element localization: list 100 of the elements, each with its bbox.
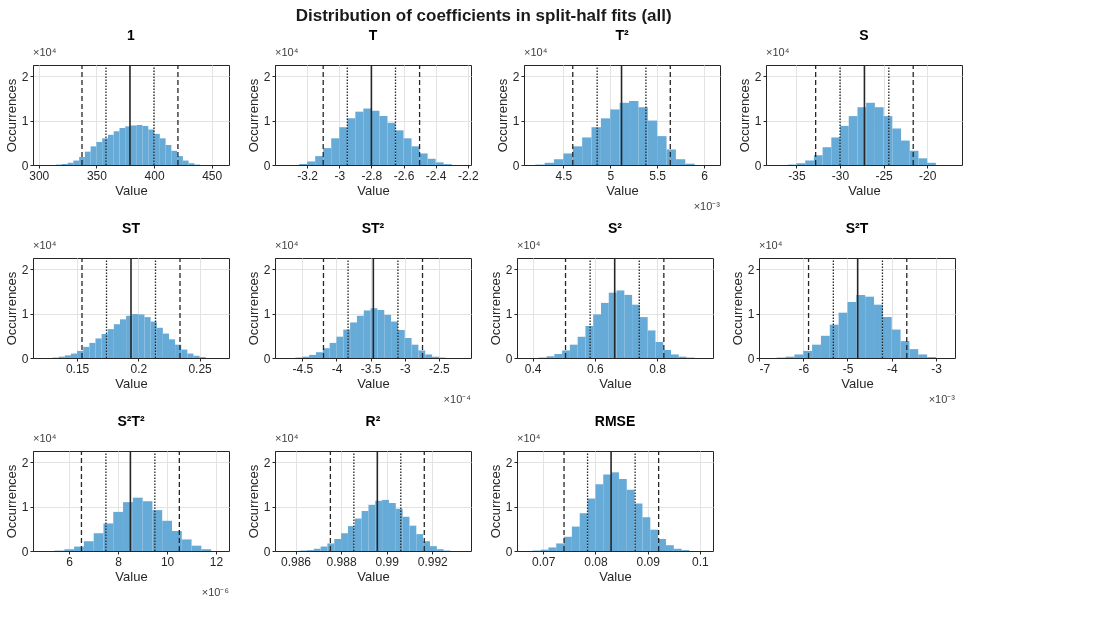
chart-title: 1: [127, 27, 136, 43]
y-axis-title: Occurrences: [245, 78, 261, 153]
y-tick-label: 2: [512, 69, 520, 84]
y-tick-label: 0: [263, 544, 271, 559]
text: ×10⁴: [33, 239, 57, 251]
y-axis-title: Occurrences: [487, 464, 503, 539]
x-tick-label: 0.988: [326, 554, 357, 569]
chart-title: ST: [122, 220, 141, 236]
x-axis-title: Value: [115, 375, 148, 391]
x-tick-label: -20: [918, 168, 937, 183]
x-tick-label: 0.992: [417, 554, 449, 569]
x-tick-label: 0.4: [524, 361, 542, 376]
chart-title: S: [859, 27, 869, 43]
y-tick-label: 1: [505, 307, 513, 322]
y-tick-label: 0: [505, 351, 513, 366]
x-tick-label: -3: [931, 361, 943, 376]
y-tick-label: 2: [505, 262, 513, 277]
y-axis-title: Occurrences: [736, 78, 752, 153]
y-tick-label: 0: [754, 158, 762, 173]
chart-title: S²T²: [117, 413, 145, 429]
y-tick-label: 2: [505, 455, 513, 470]
text: ×10⁴: [275, 46, 299, 58]
y-tick-label: 1: [263, 307, 271, 322]
x-tick-label: -35: [788, 168, 806, 183]
text: ×10⁴: [766, 46, 790, 58]
y-tick-label: 1: [754, 114, 762, 129]
x-tick-label: 400: [144, 168, 165, 183]
y-axis-title: Occurrences: [245, 271, 261, 346]
y-tick-label: 0: [21, 351, 29, 366]
x-tick-label: -3: [399, 361, 411, 376]
x-tick-label: 350: [86, 168, 108, 183]
text: ×10⁴: [33, 432, 57, 444]
y-tick-label: 0: [21, 544, 29, 559]
y-tick-label: 2: [263, 262, 271, 277]
text: ×10⁴: [524, 46, 548, 58]
x-tick-label: 0.99: [375, 554, 400, 569]
text: ×10⁴: [517, 432, 541, 444]
x-tick-label: 0.07: [531, 554, 556, 569]
y-tick-label: 0: [263, 351, 271, 366]
chart-title: RMSE: [594, 413, 636, 429]
x-tick-label: -6: [798, 361, 810, 376]
x-tick-label: 450: [202, 168, 223, 183]
x-tick-label: -25: [875, 168, 894, 183]
y-tick-label: 0: [505, 544, 513, 559]
y-tick-label: 1: [505, 500, 513, 515]
y-axis-title: Occurrences: [3, 271, 19, 346]
x-tick-label: 0.986: [281, 554, 312, 569]
y-tick-label: 1: [747, 307, 755, 322]
y-tick-label: 1: [512, 114, 520, 129]
x-tick-label: 0.15: [65, 361, 90, 376]
chart-title: S²: [608, 220, 623, 236]
x-axis-title: Value: [599, 375, 632, 391]
y-tick-label: 1: [263, 114, 271, 129]
x-tick-label: -7: [759, 361, 771, 376]
x-axis-title: Value: [357, 182, 390, 198]
y-tick-label: 0: [21, 158, 29, 173]
x-tick-label: 6: [701, 168, 709, 183]
y-axis-title: Occurrences: [494, 78, 510, 153]
y-axis-title: Occurrences: [729, 271, 745, 346]
x-tick-label: 0.2: [130, 361, 148, 376]
x-axis-title: Value: [599, 568, 632, 584]
chart-title: T: [368, 27, 378, 43]
x-tick-label: 0.25: [188, 361, 213, 376]
x-tick-label: -2.6: [393, 168, 415, 183]
x-tick-label: 0.1: [692, 554, 710, 569]
x-tick-label: -2.8: [361, 168, 383, 183]
x-axis-title: Value: [115, 568, 148, 584]
x-tick-label: -4: [331, 361, 343, 376]
chart-title: ST²: [361, 220, 385, 236]
x-tick-label: 5: [607, 168, 615, 183]
y-tick-label: 2: [747, 262, 755, 277]
x-tick-label: -4.5: [292, 361, 314, 376]
text: ×10⁴: [517, 239, 541, 251]
y-axis-title: Occurrences: [3, 464, 19, 539]
x-tick-label: -5: [842, 361, 854, 376]
text: ×10⁴: [759, 239, 783, 251]
x-tick-label: 5.5: [649, 168, 667, 183]
text: ×10⁻⁶: [201, 586, 229, 598]
y-axis-title: Occurrences: [245, 464, 261, 539]
y-tick-label: 0: [512, 158, 520, 173]
y-tick-label: 0: [747, 351, 755, 366]
x-tick-label: 0.6: [586, 361, 604, 376]
text: Distribution of coefficients in split-half fits (all): [295, 5, 672, 25]
x-axis-title: Value: [357, 568, 390, 584]
x-tick-label: 8: [115, 554, 123, 569]
y-tick-label: 1: [21, 114, 29, 129]
text: ×10⁻⁴: [443, 393, 472, 405]
x-tick-label: 0.09: [636, 554, 661, 569]
x-tick-label: -4: [886, 361, 898, 376]
x-tick-label: -30: [831, 168, 850, 183]
chart-title: T²: [615, 27, 629, 43]
x-tick-label: -3.5: [360, 361, 382, 376]
y-axis-title: Occurrences: [487, 271, 503, 346]
x-tick-label: -2.5: [429, 361, 451, 376]
y-tick-label: 2: [21, 262, 29, 277]
x-tick-label: 0.08: [584, 554, 608, 569]
x-axis-title: Value: [606, 182, 639, 198]
x-tick-label: 6: [66, 554, 74, 569]
y-axis-title: Occurrences: [3, 78, 19, 153]
text: ×10⁻³: [693, 200, 721, 212]
